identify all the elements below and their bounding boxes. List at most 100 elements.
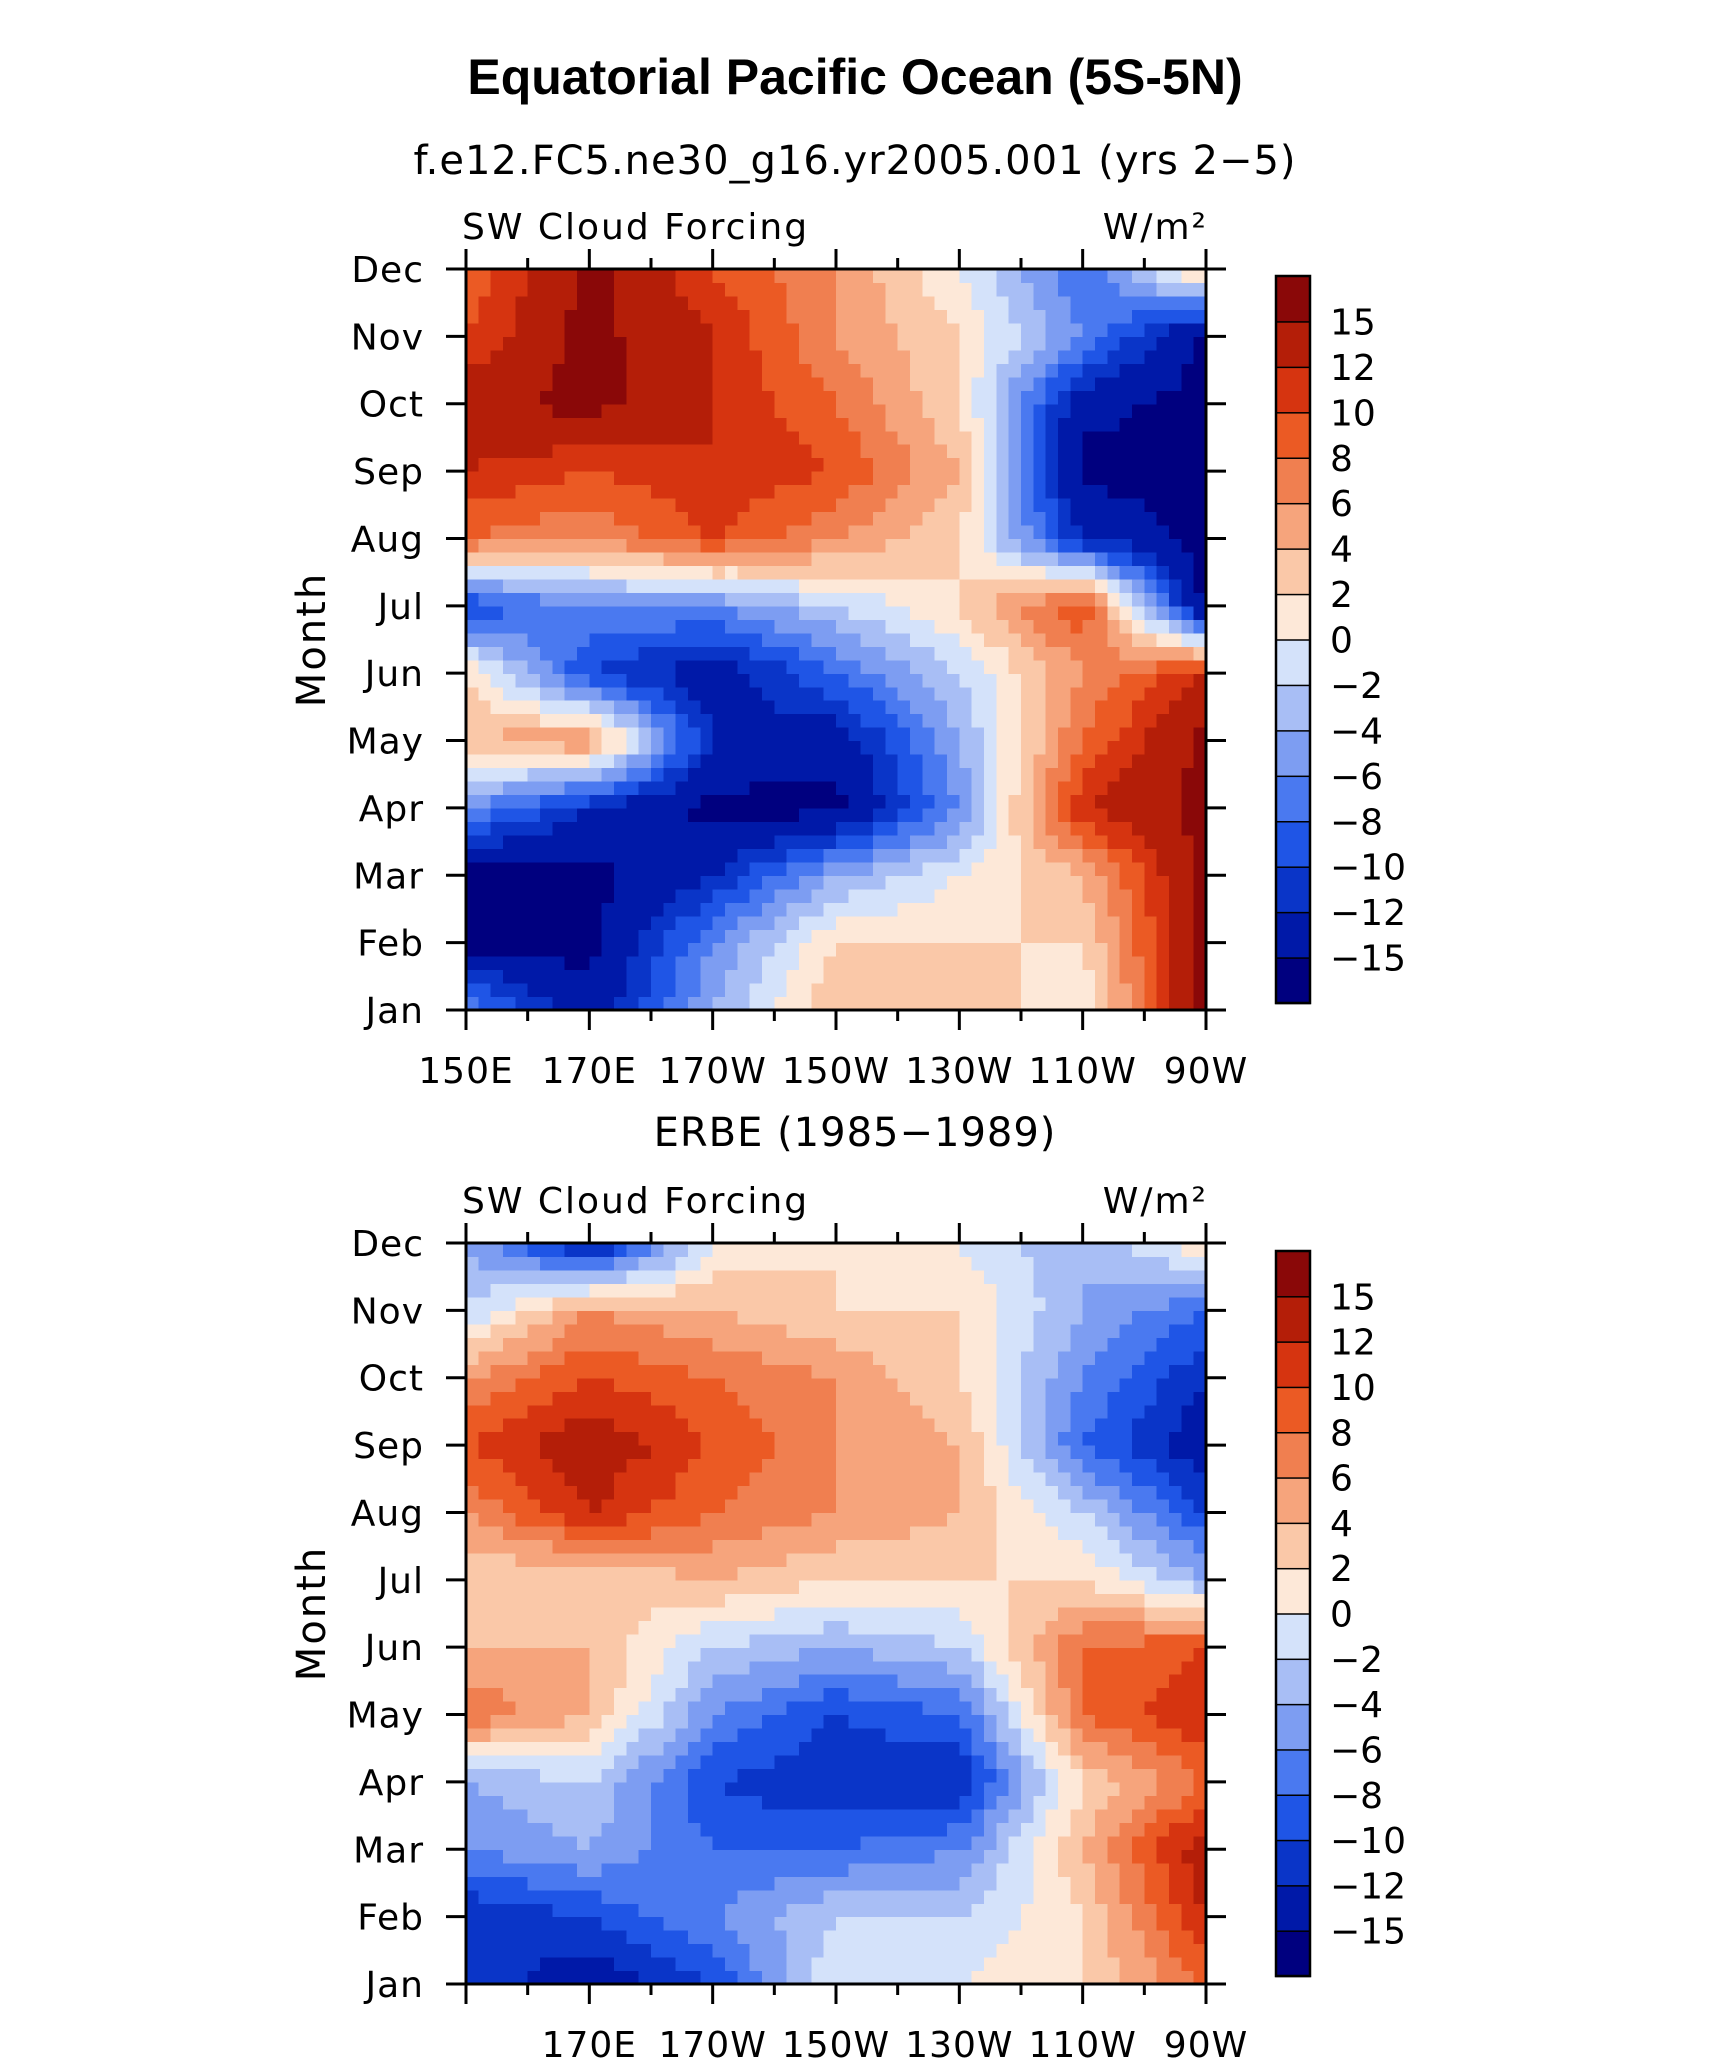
heatmap-cell — [700, 1876, 714, 1891]
heatmap-cell — [1156, 996, 1170, 1011]
heatmap-cell — [626, 700, 640, 715]
heatmap-cell — [601, 1741, 615, 1756]
heatmap-cell — [1169, 430, 1182, 445]
heatmap-cell — [552, 471, 566, 486]
heatmap-cell — [552, 376, 566, 391]
heatmap-cell — [1070, 376, 1084, 391]
heatmap-cell — [478, 1957, 492, 1972]
heatmap-cell — [478, 1970, 492, 1985]
heatmap-cell — [996, 551, 1010, 566]
heatmap-cell — [885, 821, 899, 836]
heatmap-cell — [503, 632, 516, 647]
heatmap-cell — [601, 1660, 615, 1675]
heatmap-cell — [1033, 1862, 1047, 1877]
heatmap-cell — [996, 1889, 1010, 1904]
heatmap-cell — [1181, 996, 1195, 1011]
colorbar-box — [1275, 775, 1311, 823]
heatmap-cell — [712, 444, 726, 459]
heatmap-cell — [712, 430, 726, 445]
heatmap-cell — [515, 1741, 529, 1756]
heatmap-cell — [515, 821, 529, 836]
heatmap-cell — [1181, 888, 1195, 903]
heatmap-cell — [651, 1714, 664, 1729]
heatmap-cell — [947, 269, 960, 284]
heatmap-cell — [1156, 295, 1170, 311]
heatmap-cell — [577, 390, 590, 405]
heatmap-cell — [885, 457, 899, 472]
heatmap-cell — [922, 1822, 936, 1837]
heatmap-cell — [774, 740, 788, 755]
heatmap-cell — [1033, 605, 1047, 620]
heatmap-cell — [897, 417, 911, 432]
heatmap-cell — [848, 1781, 862, 1796]
heatmap-cell — [1021, 1728, 1034, 1743]
heatmap-cell — [1045, 1795, 1059, 1810]
heatmap-cell — [848, 1957, 862, 1972]
heatmap-cell — [1144, 1876, 1158, 1891]
heatmap-cell — [996, 915, 1010, 930]
heatmap-cell — [725, 578, 738, 593]
heatmap-cell — [885, 673, 899, 688]
heatmap-cell — [786, 754, 800, 769]
heatmap-cell — [811, 336, 825, 351]
heatmap-cell — [564, 1620, 578, 1635]
y-tick-label: Mar — [353, 856, 424, 897]
heatmap-cell — [663, 834, 677, 849]
heatmap-cell — [959, 498, 973, 513]
heatmap-cell — [885, 1768, 899, 1783]
heatmap-cell — [601, 1957, 615, 1972]
heatmap-cell — [811, 1903, 825, 1918]
heatmap-cell — [700, 646, 714, 661]
heatmap-cell — [1045, 983, 1059, 998]
heatmap-cell — [1119, 700, 1133, 715]
heatmap-cell — [564, 686, 578, 701]
heatmap-cell — [885, 376, 899, 391]
heatmap-cell — [922, 1835, 936, 1850]
heatmap-cell — [947, 1647, 960, 1662]
heatmap-cell — [700, 996, 714, 1011]
heatmap-cell — [910, 457, 923, 472]
heatmap-cell — [774, 1795, 788, 1810]
heatmap-cell — [737, 309, 751, 324]
heatmap-cell — [1156, 861, 1170, 876]
heatmap-cell — [675, 659, 689, 674]
heatmap-cell — [934, 1957, 948, 1972]
heatmap-cell — [589, 592, 603, 607]
heatmap-cell — [552, 1674, 566, 1689]
heatmap-cell — [552, 1741, 566, 1756]
heatmap-cell — [638, 1849, 652, 1864]
heatmap-cell — [478, 565, 492, 580]
heatmap-cell — [1144, 888, 1158, 903]
heatmap-cell — [638, 336, 652, 351]
heatmap-cell — [651, 1916, 664, 1931]
heatmap-cell — [503, 700, 516, 715]
heatmap-cell — [934, 430, 948, 445]
heatmap-cell — [601, 524, 615, 540]
heatmap-cell — [527, 282, 541, 297]
heatmap-cell — [934, 444, 948, 459]
heatmap-cell — [540, 915, 553, 930]
heatmap-cell — [1008, 1903, 1022, 1918]
heatmap-cell — [688, 1674, 701, 1689]
heatmap-cell — [1045, 807, 1059, 822]
heatmap-cell — [700, 956, 714, 971]
heatmap-cell — [1070, 834, 1084, 849]
heatmap-cell — [786, 605, 800, 620]
heatmap-cell — [1144, 780, 1158, 796]
heatmap-cell — [1082, 888, 1096, 903]
heatmap-cell — [478, 430, 492, 445]
heatmap-cell — [725, 686, 738, 701]
heatmap-cell — [503, 780, 516, 796]
heatmap-cell — [638, 807, 652, 822]
heatmap-cell — [1033, 1714, 1047, 1729]
heatmap-cell — [1095, 1728, 1108, 1743]
heatmap-cell — [552, 700, 566, 715]
heatmap-cell — [1119, 322, 1133, 337]
heatmap-cell — [1119, 727, 1133, 742]
heatmap-cell — [1033, 794, 1047, 809]
heatmap-cell — [860, 498, 874, 513]
heatmap-cell — [466, 430, 479, 445]
heatmap-cell — [1107, 1660, 1121, 1675]
heatmap-cell — [663, 498, 677, 513]
heatmap-cell — [478, 794, 492, 809]
